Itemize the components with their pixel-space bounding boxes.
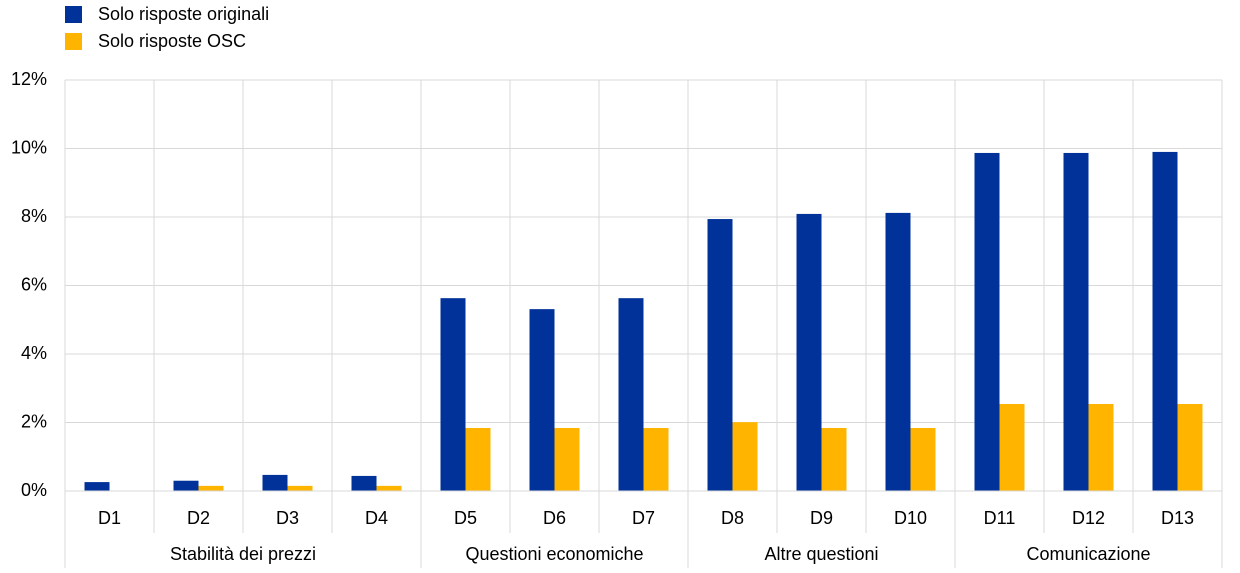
bar bbox=[1177, 404, 1203, 491]
bar bbox=[554, 427, 580, 491]
bar bbox=[643, 427, 669, 491]
bar bbox=[465, 427, 491, 491]
bar bbox=[287, 485, 313, 491]
y-tick-label: 0% bbox=[21, 480, 47, 500]
bar bbox=[732, 422, 758, 491]
legend-swatch bbox=[65, 6, 82, 23]
bar bbox=[262, 474, 288, 491]
x-tick-label: D12 bbox=[1072, 508, 1105, 528]
bar bbox=[84, 482, 110, 491]
bar bbox=[198, 485, 224, 491]
bar bbox=[618, 298, 644, 491]
x-tick-label: D2 bbox=[187, 508, 210, 528]
bar bbox=[821, 427, 847, 491]
x-tick-label: D5 bbox=[454, 508, 477, 528]
y-tick-label: 8% bbox=[21, 206, 47, 226]
y-tick-label: 6% bbox=[21, 274, 47, 294]
bar bbox=[351, 475, 377, 491]
x-tick-label: D10 bbox=[894, 508, 927, 528]
legend-label: Solo risposte OSC bbox=[98, 31, 246, 51]
bar bbox=[1063, 152, 1089, 491]
x-tick-label: D13 bbox=[1161, 508, 1194, 528]
x-tick-label: D8 bbox=[721, 508, 744, 528]
bar bbox=[885, 212, 911, 491]
x-tick-label: D3 bbox=[276, 508, 299, 528]
group-label: Comunicazione bbox=[1026, 544, 1150, 564]
bar bbox=[529, 309, 555, 491]
bar bbox=[974, 152, 1000, 491]
y-tick-label: 10% bbox=[11, 137, 47, 157]
x-tick-label: D7 bbox=[632, 508, 655, 528]
bar bbox=[910, 427, 936, 491]
y-tick-label: 12% bbox=[11, 69, 47, 89]
bar bbox=[440, 298, 466, 491]
legend-swatch bbox=[65, 33, 82, 50]
y-tick-label: 4% bbox=[21, 343, 47, 363]
bar bbox=[376, 485, 402, 491]
bar bbox=[173, 480, 199, 491]
x-tick-label: D9 bbox=[810, 508, 833, 528]
group-label: Stabilità dei prezzi bbox=[170, 544, 316, 564]
x-tick-label: D11 bbox=[984, 508, 1016, 528]
y-tick-label: 2% bbox=[21, 411, 47, 431]
group-label: Questioni economiche bbox=[465, 544, 643, 564]
x-tick-label: D1 bbox=[98, 508, 121, 528]
x-tick-label: D6 bbox=[543, 508, 566, 528]
bar bbox=[999, 404, 1025, 491]
bar bbox=[796, 213, 822, 492]
bar bbox=[707, 219, 733, 491]
x-tick-label: D4 bbox=[365, 508, 388, 528]
legend-label: Solo risposte originali bbox=[98, 4, 269, 24]
group-label: Altre questioni bbox=[764, 544, 878, 564]
bar bbox=[1088, 404, 1114, 491]
bar bbox=[1152, 151, 1178, 492]
